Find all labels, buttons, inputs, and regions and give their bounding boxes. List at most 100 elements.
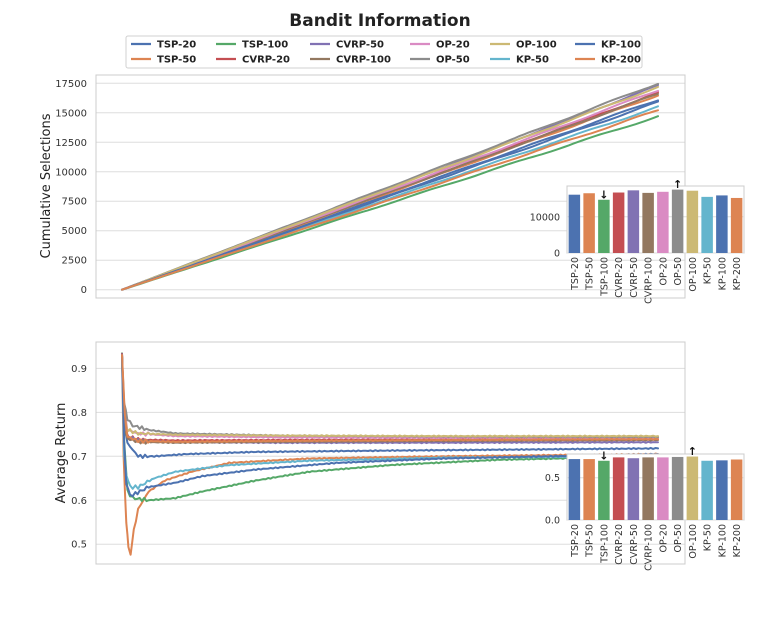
series-line-op-20: [121, 355, 659, 440]
y-tick-label: 0.9: [71, 364, 87, 375]
legend-label-kp-100: KP-100: [601, 40, 641, 51]
inset-bar-tsp-50: [583, 459, 595, 520]
inset-x-tick-label: OP-100: [688, 257, 699, 292]
inset-x-tick-label: KP-200: [732, 257, 743, 290]
y-tick-label: 0.8: [71, 408, 87, 419]
legend-label-op-100: OP-100: [516, 40, 557, 51]
y-tick-label: 12500: [55, 138, 87, 149]
series-line-kp-200: [121, 354, 659, 444]
inset-x-tick-label: TSP-20: [570, 257, 581, 291]
inset-bar-cvrp-20: [612, 192, 625, 253]
inset-bar-cvrp-20: [612, 457, 625, 520]
plot-frame: [95, 341, 686, 565]
inset-bar-tsp-100: [598, 460, 610, 520]
y-tick-label: 0: [81, 285, 87, 296]
inset-x-tick-label: OP-100: [688, 524, 699, 559]
legend-label-op-50: OP-50: [436, 55, 470, 66]
inset-x-tick-label: TSP-100: [599, 257, 610, 297]
y-axis-label: Cumulative Selections: [39, 113, 54, 258]
inset-bar-op-20: [657, 191, 669, 253]
series-line-op-50: [121, 355, 659, 439]
cumulative-selections-panel: 0 2500 5000 7500 10000 12500 15000 17500 Cumulat…: [39, 74, 745, 304]
inset-bar-cvrp-50: [627, 458, 640, 520]
chart-title: Bandit Information: [289, 11, 470, 31]
inset-bar-kp-100: [716, 460, 728, 520]
inset-x-tick-label: CVRP-50: [629, 524, 640, 565]
y-tick-label: 15000: [55, 108, 87, 119]
inset-x-tick-label: TSP-50: [585, 257, 596, 291]
inset-x-tick-label: TSP-100: [599, 524, 610, 564]
legend-frame: [125, 35, 643, 69]
series-line-tsp-100: [121, 115, 659, 291]
legend-label-kp-200: KP-200: [601, 55, 641, 66]
y-tick-label: 5000: [62, 226, 87, 237]
series-line-kp-100: [121, 100, 659, 291]
inset-x-tick-label: KP-50: [703, 524, 714, 551]
series-line-op-100: [121, 355, 659, 438]
y-tick-label: 0.7: [71, 452, 87, 463]
inset-bar-tsp-20: [568, 194, 581, 253]
legend-label-tsp-50: TSP-50: [157, 55, 196, 66]
y-tick-label: 7500: [62, 197, 87, 208]
inset-bar-kp-50: [701, 196, 713, 253]
inset-bar-cvrp-100: [642, 457, 654, 520]
inset-bar-cvrp-100: [642, 192, 654, 253]
inset-y-tick-label: 0.0: [545, 516, 560, 527]
series-line-kp-200: [121, 109, 659, 291]
inset-bar-op-50: [671, 456, 684, 520]
inset-frame: [566, 185, 745, 254]
inset-bar-op-50: [671, 189, 684, 253]
legend-label-tsp-20: TSP-20: [157, 40, 196, 51]
y-tick-label: 2500: [62, 256, 87, 267]
inset-y-tick-label: 10000: [530, 212, 560, 223]
legend-label-cvrp-20: CVRP-20: [242, 55, 290, 66]
average-return-panel: 0.5 0.6 0.7 0.8 0.9 Average Return 0.0 0.5 TSP-2…: [54, 341, 745, 571]
inset-x-tick-label: CVRP-100: [644, 524, 655, 571]
inset-bar-tsp-20: [568, 459, 581, 520]
legend-label-tsp-100: TSP-100: [242, 40, 288, 51]
series-line-tsp-20: [121, 353, 659, 459]
series-line-cvrp-50: [121, 353, 659, 445]
inset-x-tick-label: TSP-50: [585, 524, 596, 558]
inset-min-marker: ↓: [599, 449, 608, 462]
inset-frame: [566, 453, 745, 521]
series-line-cvrp-20: [121, 352, 659, 443]
inset-bar-kp-200: [730, 197, 743, 253]
inset-bar-op-100: [686, 190, 699, 253]
inset-x-tick-label: CVRP-50: [629, 257, 640, 298]
inset-y-tick-label: 0: [554, 249, 560, 260]
y-tick-label: 0.5: [71, 540, 87, 551]
legend-label-kp-50: KP-50: [516, 55, 549, 66]
inset-bar-chart: 0.0 0.5 TSP-20 TSP-50 TSP-100 ↓ CVRP-20 CVRP-50…: [545, 445, 745, 571]
inset-bar-chart: 0 10000 TSP-20 TSP-50 TSP-100 ↓ CVRP-20 CVRP-50…: [530, 178, 745, 304]
inset-x-tick-label: KP-50: [703, 257, 714, 284]
inset-x-tick-label: OP-50: [673, 257, 684, 286]
y-tick-label: 10000: [55, 167, 87, 178]
inset-x-tick-label: TSP-20: [570, 524, 581, 558]
inset-bar-kp-50: [701, 460, 713, 520]
inset-bar-tsp-100: [598, 199, 610, 253]
inset-x-tick-label: KP-100: [717, 524, 728, 557]
legend-label-cvrp-50: CVRP-50: [336, 40, 384, 51]
inset-bar-op-20: [657, 457, 669, 520]
inset-bar-kp-100: [716, 195, 728, 253]
inset-bar-op-100: [686, 456, 699, 520]
inset-bar-tsp-50: [583, 193, 595, 253]
inset-bar-kp-200: [730, 459, 743, 520]
inset-x-tick-label: OP-20: [658, 257, 669, 286]
y-tick-label: 0.6: [71, 496, 87, 507]
inset-x-tick-label: OP-20: [658, 524, 669, 553]
legend-label-cvrp-100: CVRP-100: [336, 55, 391, 66]
legend-label-op-20: OP-20: [436, 40, 470, 51]
inset-x-tick-label: OP-50: [673, 524, 684, 553]
inset-max-marker: ↑: [688, 445, 697, 458]
y-axis-label: Average Return: [54, 403, 69, 504]
inset-y-tick-label: 0.5: [545, 473, 560, 484]
inset-x-tick-label: KP-200: [732, 524, 743, 557]
inset-bar-cvrp-50: [627, 190, 640, 253]
inset-x-tick-label: CVRP-20: [614, 257, 625, 298]
inset-x-tick-label: CVRP-100: [644, 257, 655, 304]
inset-min-marker: ↓: [599, 188, 608, 201]
inset-x-tick-label: CVRP-20: [614, 524, 625, 565]
